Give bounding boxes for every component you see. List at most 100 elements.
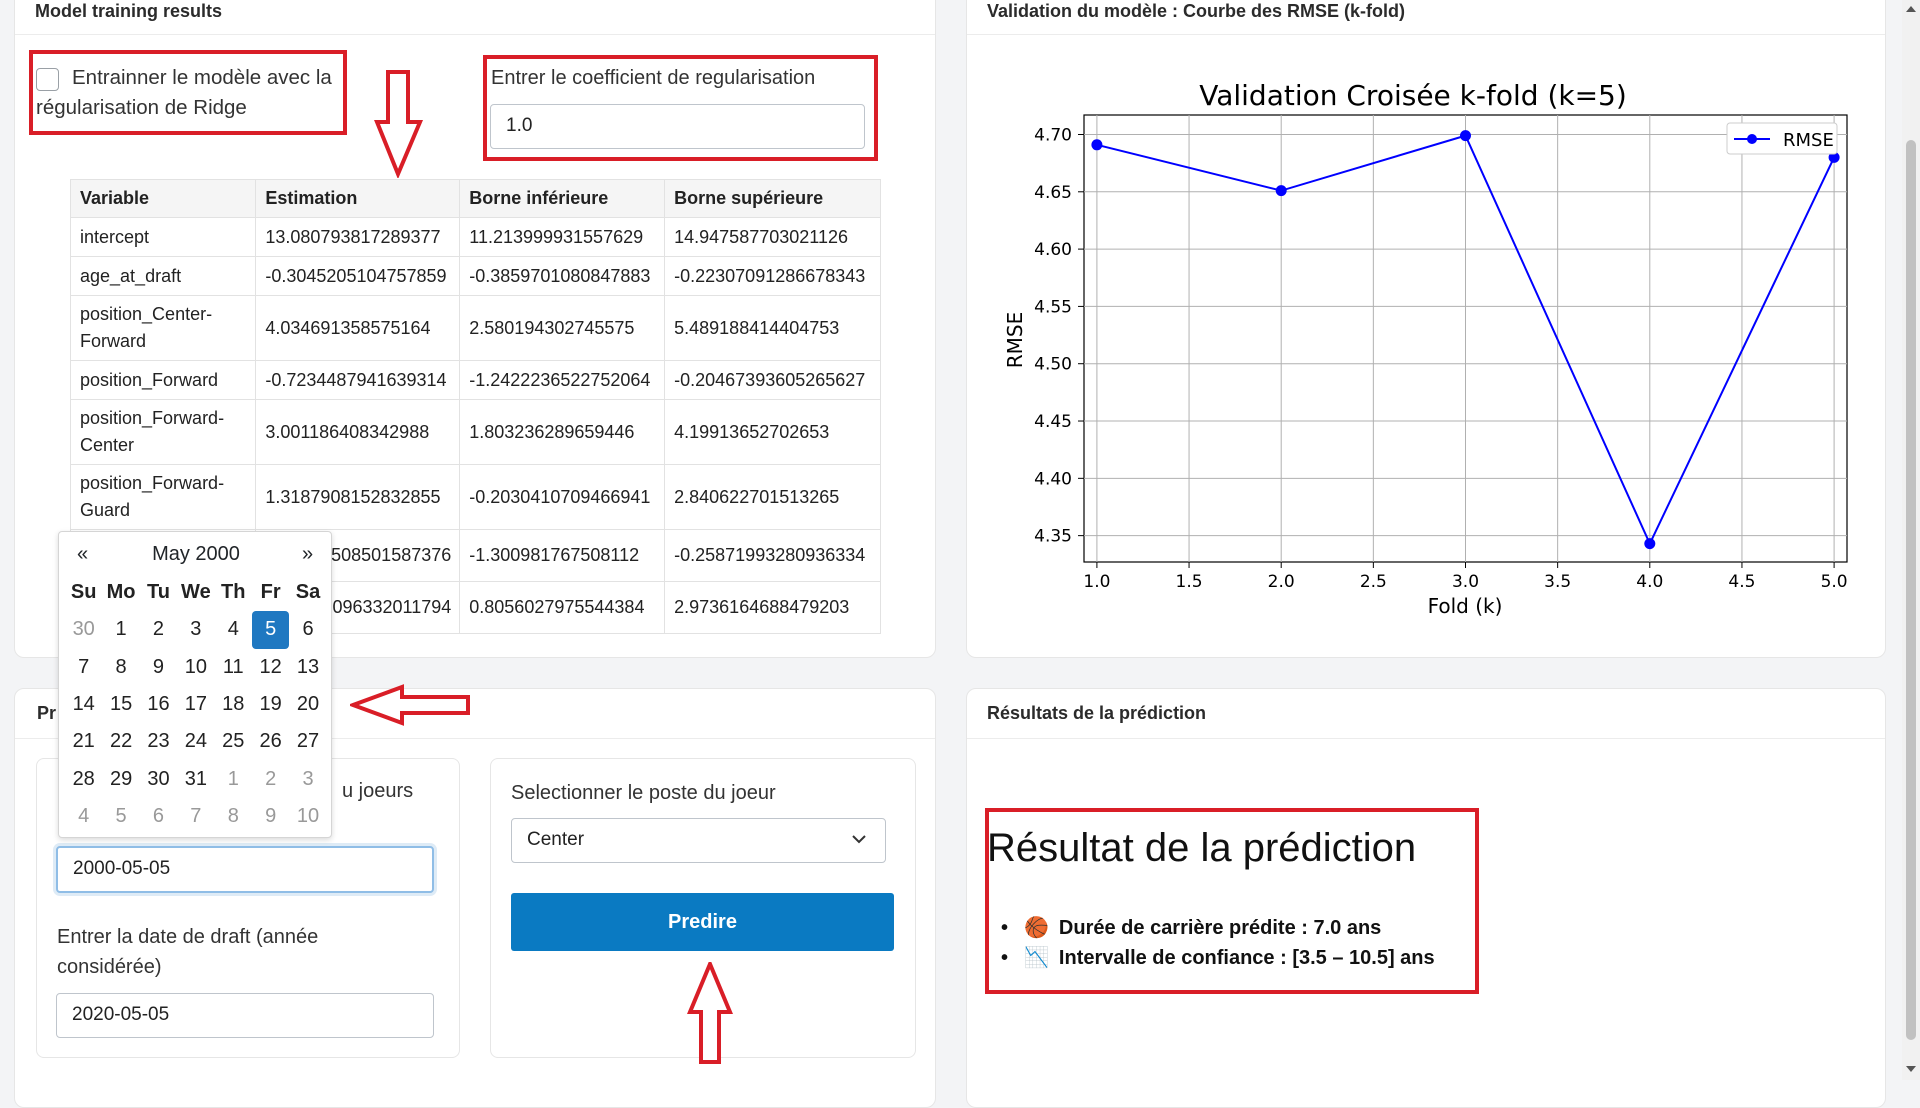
list-item: • 📉 Intervalle de confiance : [3.5 – 10.5]… bbox=[1001, 947, 1435, 969]
rmse-point bbox=[1275, 185, 1287, 197]
calendar-day[interactable]: 29 bbox=[109, 767, 133, 790]
weekday-header: Th bbox=[221, 581, 246, 604]
y-axis-label: RMSE bbox=[1003, 312, 1027, 368]
scroll-up-icon[interactable] bbox=[1906, 4, 1916, 12]
x-axis-label: Fold (k) bbox=[1428, 594, 1503, 618]
calendar-day[interactable]: 25 bbox=[222, 730, 245, 753]
table-cell: -0.7234487941639314 bbox=[255, 360, 461, 400]
weekday-header: Su bbox=[70, 581, 97, 604]
predicted-duration: Durée de carrière prédite : 7.0 ans bbox=[1058, 917, 1382, 939]
page-scrollbar[interactable] bbox=[1902, 0, 1920, 1080]
calendar-day[interactable]: 6 bbox=[302, 618, 314, 641]
calendar-day[interactable]: 22 bbox=[109, 730, 133, 753]
calendar-day[interactable]: 1 bbox=[115, 618, 127, 641]
x-tick-label: 1.5 bbox=[1176, 572, 1203, 592]
calendar-day[interactable]: 27 bbox=[296, 730, 320, 753]
training-card-title: Model training results bbox=[15, 1, 935, 35]
table-cell: -0.3045205104757859 bbox=[255, 256, 461, 296]
coef-input[interactable]: 1.0 bbox=[490, 104, 865, 149]
x-tick-label: 4.0 bbox=[1636, 572, 1663, 592]
x-tick-label: 2.5 bbox=[1360, 572, 1387, 592]
table-cell: position_Forward bbox=[69, 360, 257, 400]
calendar-day[interactable]: 11 bbox=[222, 655, 244, 678]
calendar-day[interactable]: 9 bbox=[265, 804, 277, 827]
calendar-day[interactable]: 5 bbox=[115, 804, 127, 827]
draft-date-input[interactable]: 2020-05-05 bbox=[56, 993, 434, 1038]
calendar-day[interactable]: 20 bbox=[296, 693, 320, 716]
validation-card-title: Validation du modèle : Courbe des RMSE (… bbox=[967, 1, 1885, 35]
calendar-day[interactable]: 8 bbox=[115, 655, 127, 678]
calendar-day[interactable]: 3 bbox=[190, 618, 202, 641]
table-cell: 4.034691358575164 bbox=[255, 295, 461, 361]
rmse-point bbox=[1828, 151, 1840, 163]
prev-month-button[interactable]: « bbox=[77, 543, 89, 565]
calendar-day[interactable]: 28 bbox=[72, 767, 95, 790]
calendar-day[interactable]: 2 bbox=[152, 618, 165, 641]
table-cell: 13.080793817289377 bbox=[255, 217, 461, 257]
ridge-checkbox-label[interactable]: Entrainner le modèle avec la régularisat… bbox=[36, 66, 332, 119]
calendar-day[interactable]: 26 bbox=[259, 730, 282, 753]
calendar-day[interactable]: 30 bbox=[147, 767, 170, 790]
birth-date-input[interactable]: 2000-05-05 bbox=[56, 846, 434, 893]
calendar-day[interactable]: 7 bbox=[78, 655, 90, 678]
calendar-day[interactable]: 24 bbox=[184, 730, 207, 753]
table-cell: 14.947587703021126 bbox=[664, 217, 881, 257]
y-tick-label: 4.60 bbox=[1034, 240, 1072, 260]
results-annotation-box bbox=[985, 808, 1479, 994]
table-header: Estimation bbox=[255, 179, 461, 218]
results-heading: Résultat de la prédiction bbox=[987, 826, 1417, 870]
calendar-day[interactable]: 10 bbox=[296, 804, 320, 827]
scrollbar-thumb[interactable] bbox=[1906, 140, 1916, 1040]
calendar-day[interactable]: 30 bbox=[72, 618, 95, 641]
weekday-header: Mo bbox=[106, 581, 136, 604]
calendar-day[interactable]: 19 bbox=[259, 693, 282, 716]
calendar-day[interactable]: 8 bbox=[227, 804, 239, 827]
table-cell: -0.20467393605265627 bbox=[664, 360, 881, 400]
calendar-day[interactable]: 4 bbox=[78, 804, 90, 827]
next-month-button[interactable]: » bbox=[302, 543, 314, 565]
predict-button[interactable]: Predire bbox=[511, 893, 894, 951]
calendar-day[interactable]: 5 bbox=[251, 611, 290, 649]
calendar-day[interactable]: 4 bbox=[227, 618, 239, 641]
table-row: intercept 13.080793817289377 11.21399993… bbox=[69, 217, 881, 257]
calendar-day[interactable]: 17 bbox=[184, 693, 207, 716]
table-row: position_Center-Forward 4.03469135857516… bbox=[69, 295, 881, 361]
table-cell: position_Center-Forward bbox=[69, 295, 257, 361]
table-header: Borne inférieure bbox=[459, 179, 666, 218]
table-cell: 4.19913652702653 bbox=[664, 399, 881, 465]
table-row: position_Forward-Guard 1.318790815283285… bbox=[69, 464, 881, 530]
x-tick-label: 4.5 bbox=[1728, 572, 1755, 592]
calendar-day[interactable]: 16 bbox=[147, 693, 170, 716]
calendar-day[interactable]: 18 bbox=[222, 693, 245, 716]
calendar-day[interactable]: 3 bbox=[302, 767, 314, 790]
weekday-header: We bbox=[181, 581, 211, 604]
rmse-line-chart: Validation Croisée k-fold (k=5) 1.0 1.5 2.… bbox=[1003, 79, 1848, 618]
calendar-day[interactable]: 9 bbox=[152, 655, 165, 678]
y-tick-label: 4.40 bbox=[1034, 469, 1072, 489]
ridge-checkbox[interactable] bbox=[36, 68, 59, 91]
basketball-icon: 🏀 bbox=[1024, 917, 1049, 939]
table-cell: -0.2030410709466941 bbox=[459, 464, 666, 530]
position-select[interactable]: Center bbox=[511, 818, 886, 863]
calendar-day[interactable]: 6 bbox=[152, 804, 165, 827]
calendar-day[interactable]: 13 bbox=[296, 655, 320, 678]
y-tick-label: 4.50 bbox=[1034, 355, 1072, 375]
calendar-day[interactable]: 10 bbox=[184, 655, 207, 678]
calendar-day[interactable]: 14 bbox=[72, 693, 95, 716]
calendar-day[interactable]: 23 bbox=[147, 730, 170, 753]
weekday-header: Sa bbox=[295, 581, 321, 604]
calendar-day[interactable]: 7 bbox=[190, 804, 202, 827]
calendar-day[interactable]: 12 bbox=[259, 655, 282, 678]
y-tick-label: 4.55 bbox=[1034, 297, 1072, 317]
calendar-day[interactable]: 31 bbox=[184, 767, 207, 790]
month-label[interactable]: May 2000 bbox=[152, 543, 240, 565]
calendar-day[interactable]: 1 bbox=[227, 767, 239, 790]
table-cell: 1.3187908152832855 bbox=[255, 464, 461, 530]
calendar-day[interactable]: 15 bbox=[109, 693, 133, 716]
scroll-down-icon[interactable] bbox=[1906, 1066, 1916, 1074]
position-label: Selectionner le poste du joeur bbox=[511, 782, 776, 804]
calendar-day[interactable]: 2 bbox=[265, 767, 277, 790]
calendar-day[interactable]: 21 bbox=[72, 730, 95, 753]
table-cell: 1.803236289659446 bbox=[459, 399, 666, 465]
ticks: 1.0 1.5 2.0 2.5 3.0 3.5 4.0 4.5 5.0 4.35 4.40 4.45 4… bbox=[1034, 125, 1847, 592]
